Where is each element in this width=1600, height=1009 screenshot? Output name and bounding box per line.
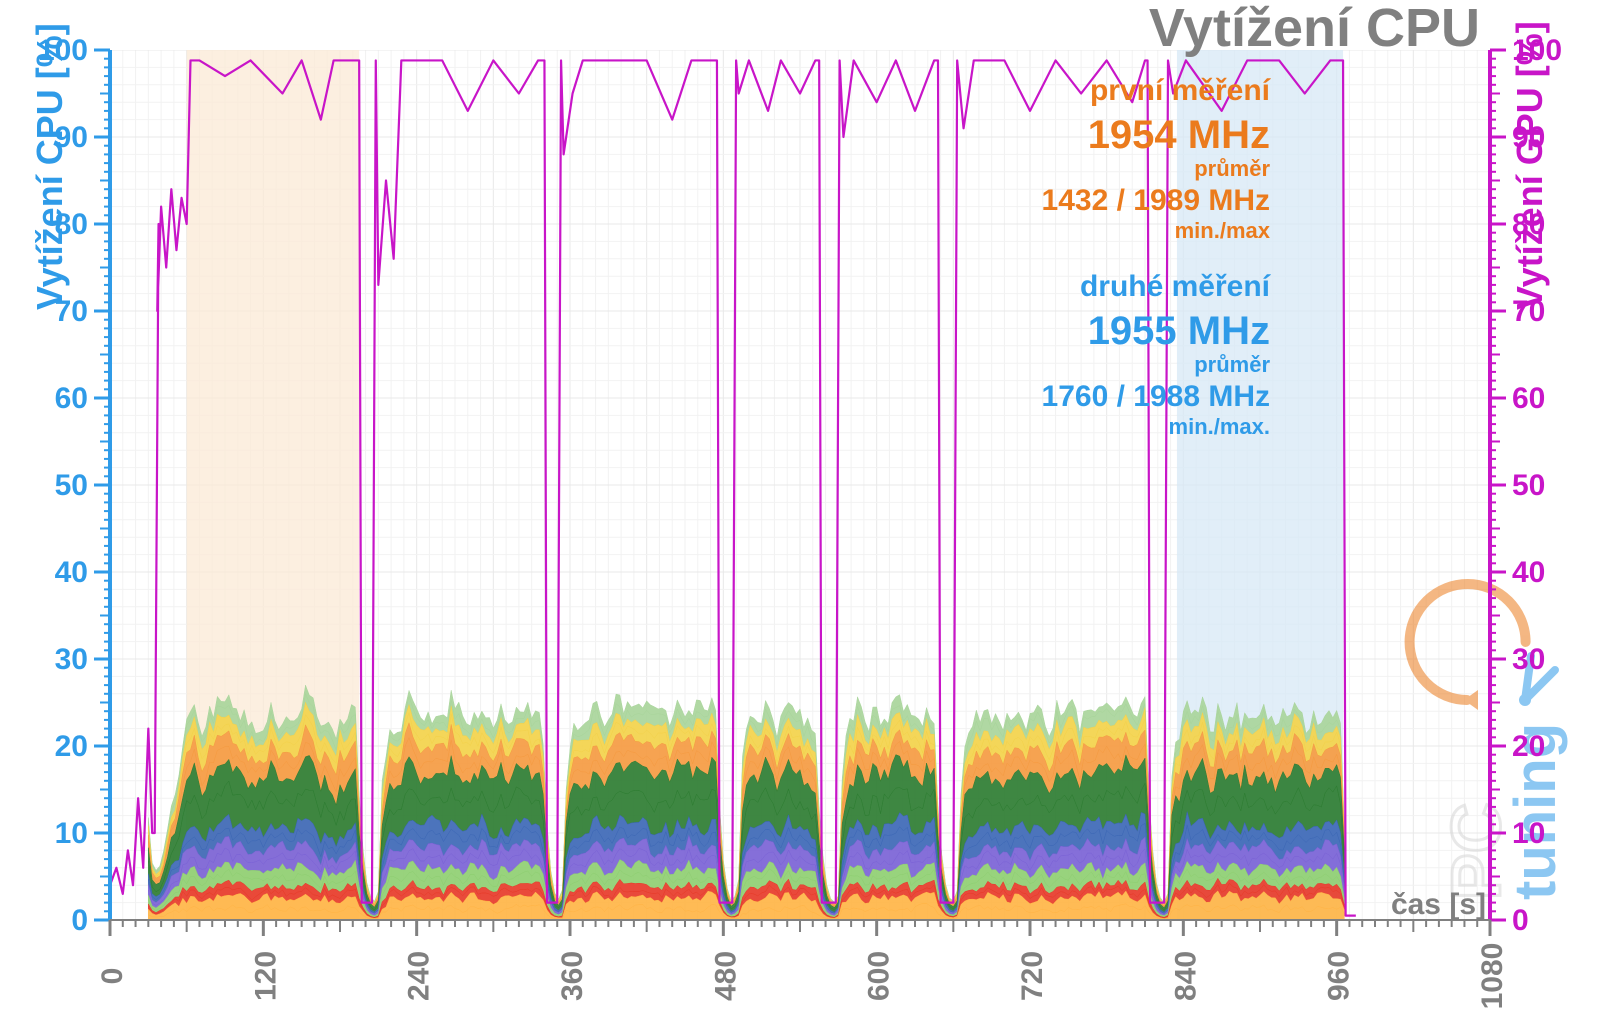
x-tick-label: 600 <box>863 951 896 1001</box>
y-right-tick-label: 0 <box>1512 904 1529 937</box>
y-left-tick-label: 20 <box>55 730 88 763</box>
x-tick-label: 1080 <box>1476 943 1509 1009</box>
x-tick-label: 720 <box>1016 951 1049 1001</box>
y-right-tick-label: 40 <box>1512 556 1545 589</box>
y-right-tick-label: 30 <box>1512 643 1545 676</box>
annotation-text: min./max. <box>1169 414 1270 439</box>
y-left-tick-label: 30 <box>55 643 88 676</box>
x-tick-label: 0 <box>96 968 129 985</box>
y-right-tick-label: 60 <box>1512 382 1545 415</box>
y-left-axis-title: Vytížení CPU [%] <box>29 23 70 310</box>
annotation-text: 1432 / 1989 MHz <box>1042 184 1270 217</box>
annotation-text: min./max <box>1175 218 1271 243</box>
y-left-tick-label: 10 <box>55 817 88 850</box>
annotation-text: 1760 / 1988 MHz <box>1042 380 1270 413</box>
y-right-tick-label: 50 <box>1512 469 1545 502</box>
x-axis-title: čas [s] <box>1391 888 1486 921</box>
x-tick-label: 840 <box>1169 951 1202 1001</box>
y-left-tick-label: 50 <box>55 469 88 502</box>
y-right-tick-label: 10 <box>1512 817 1545 850</box>
annotation-text: 1955 MHz <box>1088 309 1270 353</box>
annotation-text: první měření <box>1090 74 1272 107</box>
x-tick-label: 120 <box>249 951 282 1001</box>
x-tick-label: 240 <box>403 951 436 1001</box>
chart-svg: PCtuning01020304050607080901000102030405… <box>0 0 1600 1009</box>
annotation-text: druhé měření <box>1080 270 1272 303</box>
x-tick-label: 360 <box>556 951 589 1001</box>
y-right-axis-title: Vytížení GPU [%] <box>1509 21 1550 310</box>
annotation-text: průměr <box>1194 352 1270 377</box>
annotation-text: 1954 MHz <box>1088 113 1270 157</box>
y-left-tick-label: 40 <box>55 556 88 589</box>
y-right-tick-label: 20 <box>1512 730 1545 763</box>
annotation-text: průměr <box>1194 156 1270 181</box>
x-tick-label: 480 <box>709 951 742 1001</box>
x-tick-label: 960 <box>1323 951 1356 1001</box>
chart-title: Vytížení CPU <box>1149 0 1480 58</box>
y-left-tick-label: 60 <box>55 382 88 415</box>
cpu-gpu-utilization-chart: PCtuning01020304050607080901000102030405… <box>0 0 1600 1009</box>
y-left-tick-label: 0 <box>71 904 88 937</box>
